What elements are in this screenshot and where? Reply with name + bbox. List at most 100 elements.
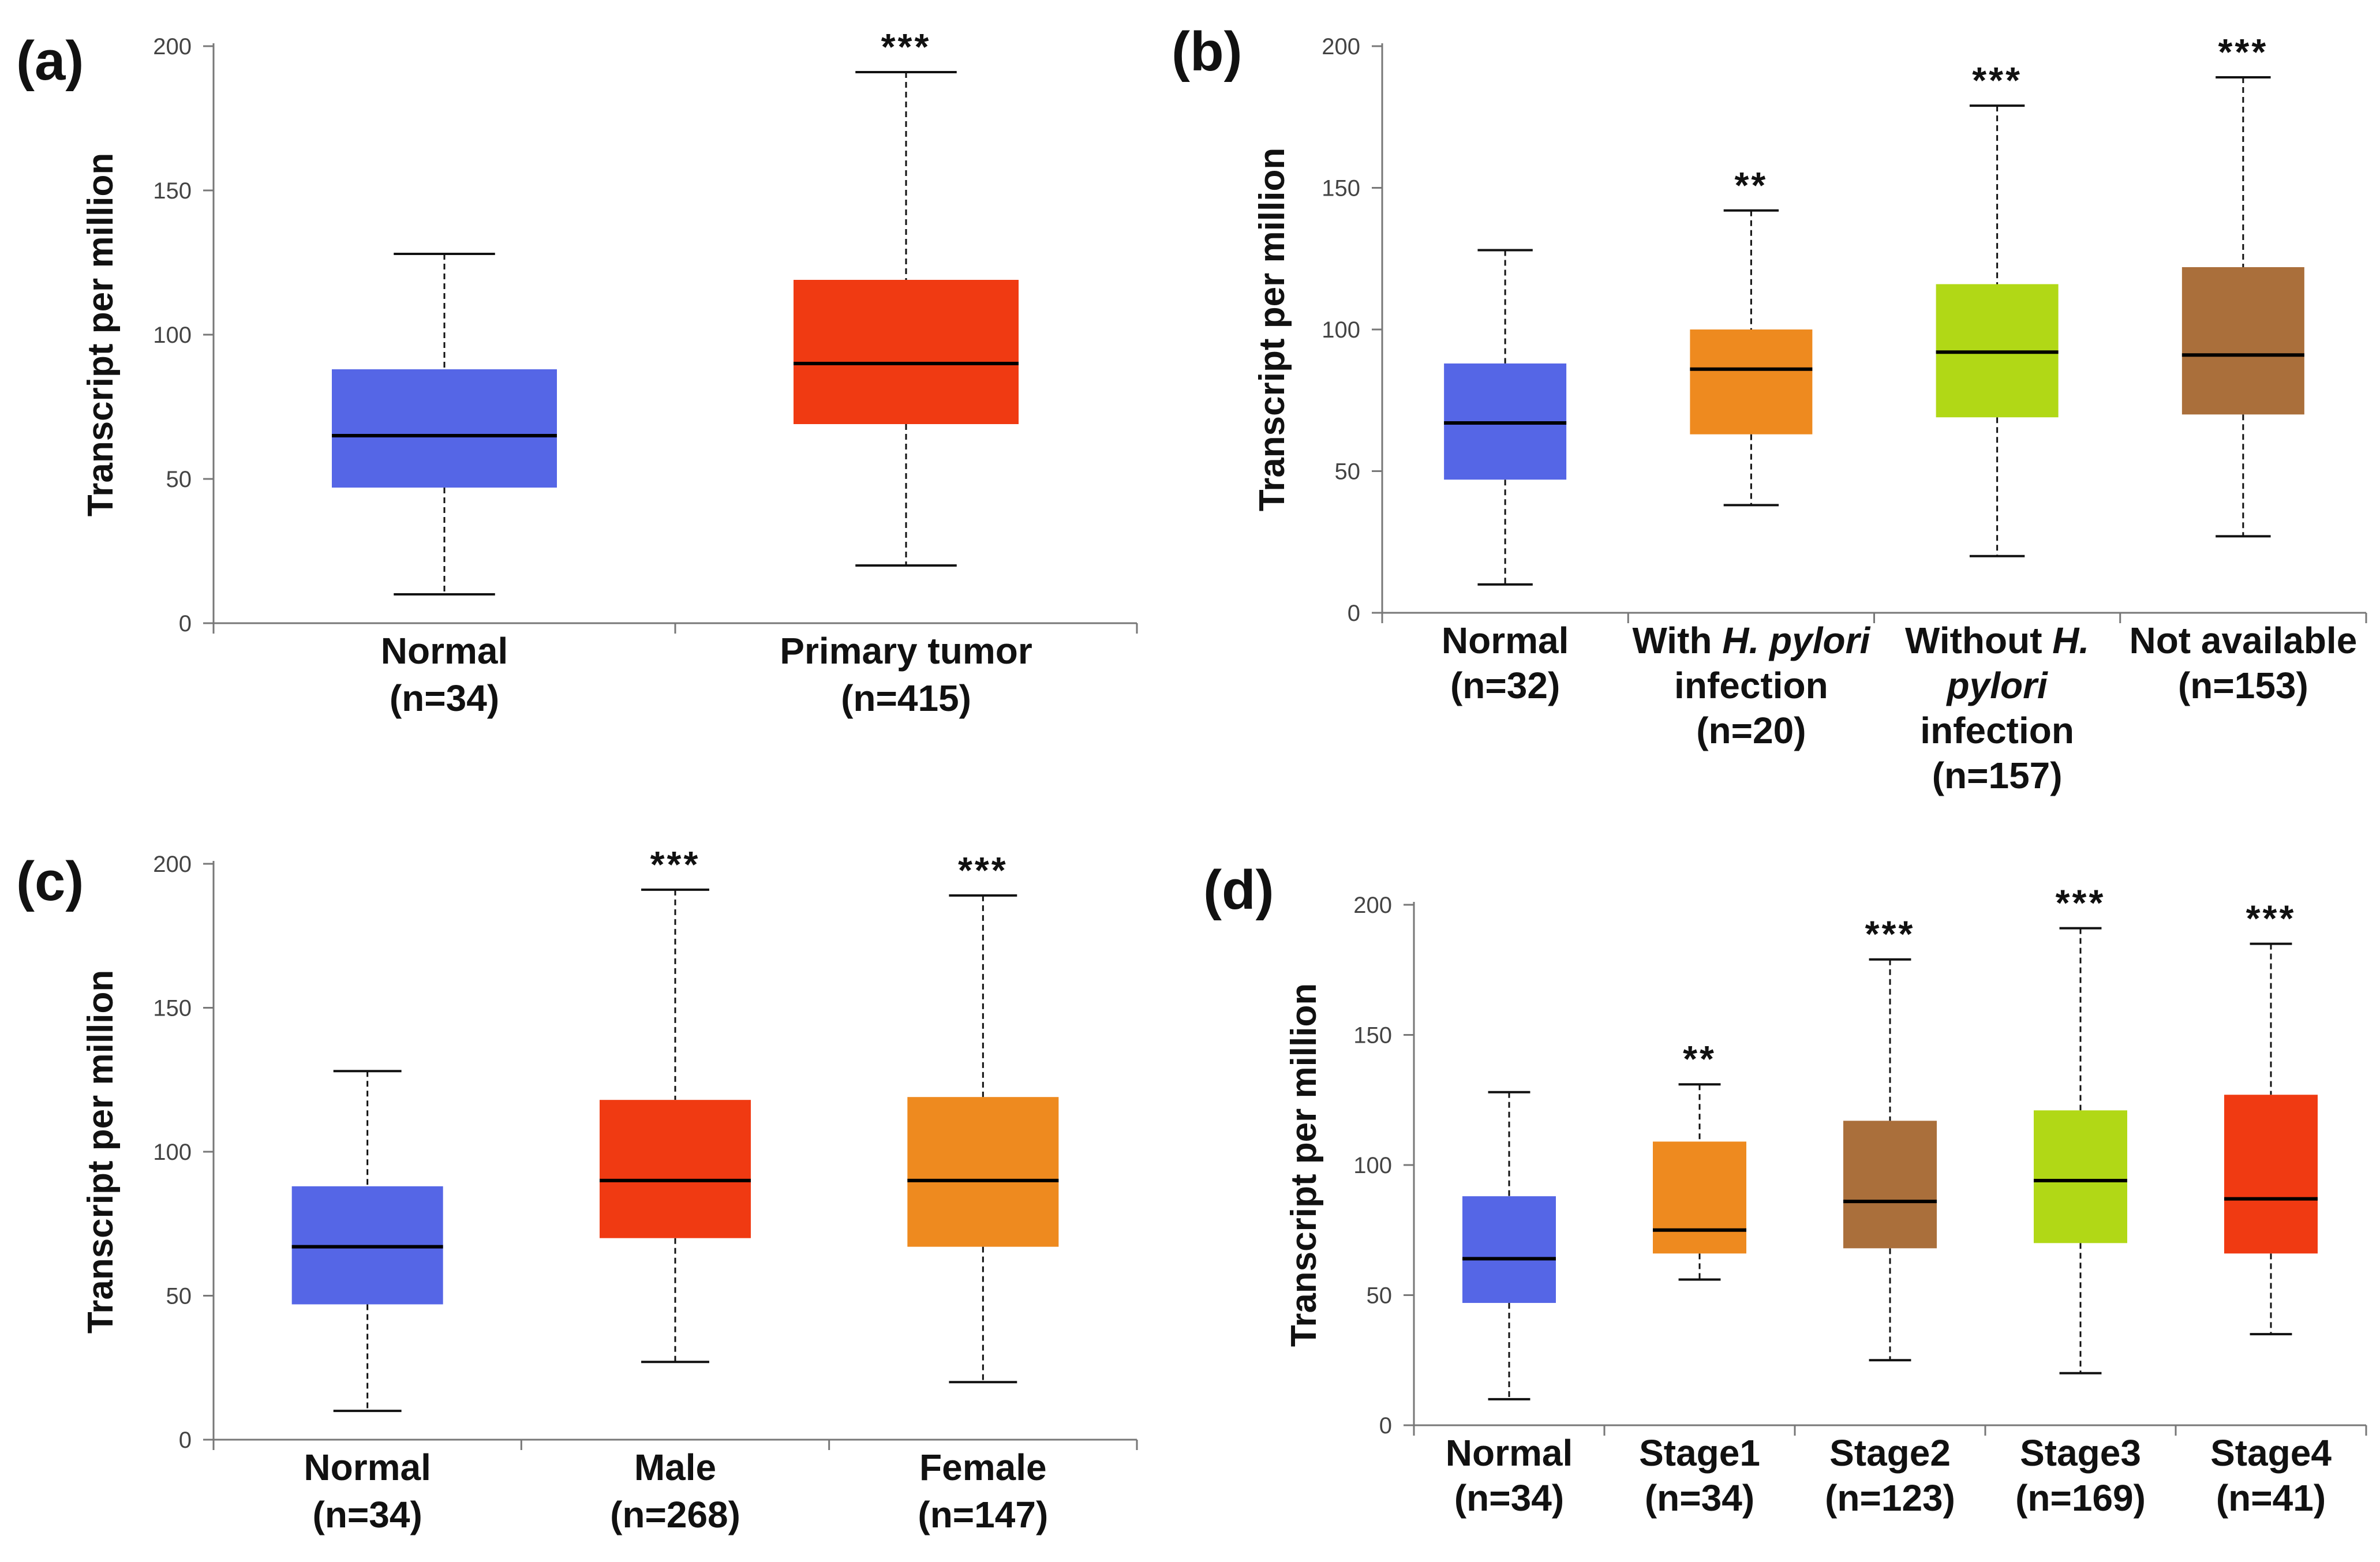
- y-tick-label: 0: [1348, 601, 1360, 626]
- box-plot: [2034, 927, 2127, 1374]
- category-label: Stage4: [2210, 1432, 2332, 1474]
- y-tick-label: 0: [179, 1428, 192, 1453]
- box-iqr: [794, 280, 1019, 424]
- significance-stars: **: [1683, 1038, 1716, 1080]
- y-tick-label: 100: [1322, 317, 1360, 343]
- y-axis-label: Transcript per million: [81, 970, 121, 1333]
- category-label-text: Primary tumor: [780, 630, 1032, 672]
- category-label-text: Stage4: [2210, 1432, 2332, 1474]
- category-label: With H. pylori: [1632, 620, 1870, 661]
- y-tick-label: 100: [1353, 1153, 1392, 1178]
- category-label: (n=147): [918, 1494, 1048, 1535]
- category-label-text: (n=153): [2178, 665, 2308, 706]
- category-label: Normal: [304, 1447, 431, 1488]
- significance-stars: ***: [1972, 59, 2022, 101]
- category-label-text: Normal: [1442, 620, 1569, 661]
- category-label: (n=34): [313, 1494, 422, 1535]
- y-tick-label: 150: [1353, 1023, 1392, 1048]
- box-plot: [794, 71, 1019, 567]
- y-tick-label: 200: [153, 852, 192, 877]
- category-label-text: (n=147): [918, 1494, 1048, 1535]
- panel-label: (d): [1203, 859, 1274, 921]
- significance-stars: ***: [881, 26, 931, 68]
- category-label-text: infection: [1674, 665, 1828, 706]
- category-label: Stage3: [2020, 1432, 2141, 1474]
- category-label-text: H.: [2052, 620, 2089, 661]
- category-label: (n=32): [1450, 665, 1560, 706]
- y-tick-label: 150: [153, 996, 192, 1021]
- y-tick-label: 0: [179, 611, 192, 636]
- box-plot: [1843, 958, 1937, 1362]
- category-label-text: (n=268): [610, 1494, 740, 1535]
- box-plot: [2224, 942, 2318, 1336]
- category-label: (n=157): [1932, 755, 2063, 796]
- category-label: Normal: [1446, 1432, 1573, 1474]
- category-label: (n=268): [610, 1494, 740, 1535]
- category-label-text: (n=20): [1696, 710, 1806, 751]
- y-tick-label: 50: [166, 1284, 192, 1309]
- significance-stars: ***: [650, 844, 701, 885]
- significance-stars: ***: [958, 849, 1008, 891]
- y-tick-label: 200: [1322, 34, 1360, 59]
- category-label-text: (n=157): [1932, 755, 2063, 796]
- category-label-text: (n=415): [841, 677, 971, 719]
- category-label: (n=34): [390, 677, 499, 719]
- box-plot: [1462, 1091, 1556, 1400]
- category-label-text: (n=34): [390, 677, 499, 719]
- box-iqr: [2224, 1095, 2318, 1254]
- category-label-text: Normal: [381, 630, 508, 672]
- box-iqr: [2034, 1110, 2127, 1243]
- box-plot: [1653, 1083, 1746, 1281]
- category-label: (n=20): [1696, 710, 1806, 751]
- category-label-text: Normal: [304, 1447, 431, 1488]
- category-label-text: (n=123): [1825, 1477, 1955, 1519]
- box-plot: [2181, 76, 2304, 538]
- y-axis-label: Transcript per million: [1252, 148, 1292, 511]
- significance-stars: ***: [1865, 913, 1915, 955]
- box-plot: [1936, 104, 2059, 557]
- category-label: Primary tumor: [780, 630, 1032, 672]
- y-tick-label: 100: [153, 323, 192, 348]
- y-tick-label: 200: [1353, 893, 1392, 918]
- y-tick-label: 150: [1322, 176, 1360, 201]
- y-tick-label: 200: [153, 34, 192, 59]
- category-label-text: (n=41): [2216, 1477, 2326, 1519]
- category-label-text: Without: [1905, 620, 2052, 661]
- category-label-text: Male: [634, 1447, 716, 1488]
- category-label-text: infection: [1920, 710, 2074, 751]
- panel-label: (b): [1172, 21, 1243, 83]
- category-label: infection: [1920, 710, 2074, 751]
- category-label: Normal: [1442, 620, 1569, 661]
- y-tick-label: 50: [1335, 459, 1361, 485]
- significance-stars: ***: [2246, 898, 2296, 939]
- box-plot: [600, 888, 751, 1364]
- y-tick-label: 50: [1367, 1283, 1393, 1309]
- box-plot: [1444, 249, 1567, 586]
- y-tick-label: 100: [153, 1140, 192, 1165]
- y-tick-label: 0: [1379, 1413, 1392, 1439]
- category-label-text: With: [1632, 620, 1722, 661]
- category-label: (n=34): [1645, 1477, 1754, 1519]
- box-iqr: [2181, 267, 2304, 415]
- box-iqr: [907, 1097, 1059, 1247]
- significance-stars: ***: [2056, 882, 2106, 924]
- box-iqr: [332, 369, 557, 488]
- category-label-text: (n=34): [313, 1494, 422, 1535]
- box-iqr: [1690, 329, 1813, 434]
- category-label-text: Stage2: [1829, 1432, 1951, 1474]
- y-axis-label: Transcript per million: [1284, 983, 1324, 1347]
- category-label: (n=41): [2216, 1477, 2326, 1519]
- y-tick-label: 150: [153, 178, 192, 204]
- category-label: (n=34): [1454, 1477, 1564, 1519]
- significance-stars: **: [1734, 164, 1768, 206]
- category-label: Female: [919, 1447, 1047, 1488]
- category-label: pylori: [1946, 665, 2048, 706]
- significance-stars: ***: [2218, 31, 2269, 73]
- chart-panel: (b) Transcript per million 0 50 100 150 200 Nor…: [1172, 21, 2367, 796]
- chart-panel: (a) Transcript per million 0 50 100 150 200 Nor…: [16, 26, 1138, 719]
- category-label-text: (n=32): [1450, 665, 1560, 706]
- category-label: Stage2: [1829, 1432, 1951, 1474]
- box-plot: [291, 1070, 443, 1413]
